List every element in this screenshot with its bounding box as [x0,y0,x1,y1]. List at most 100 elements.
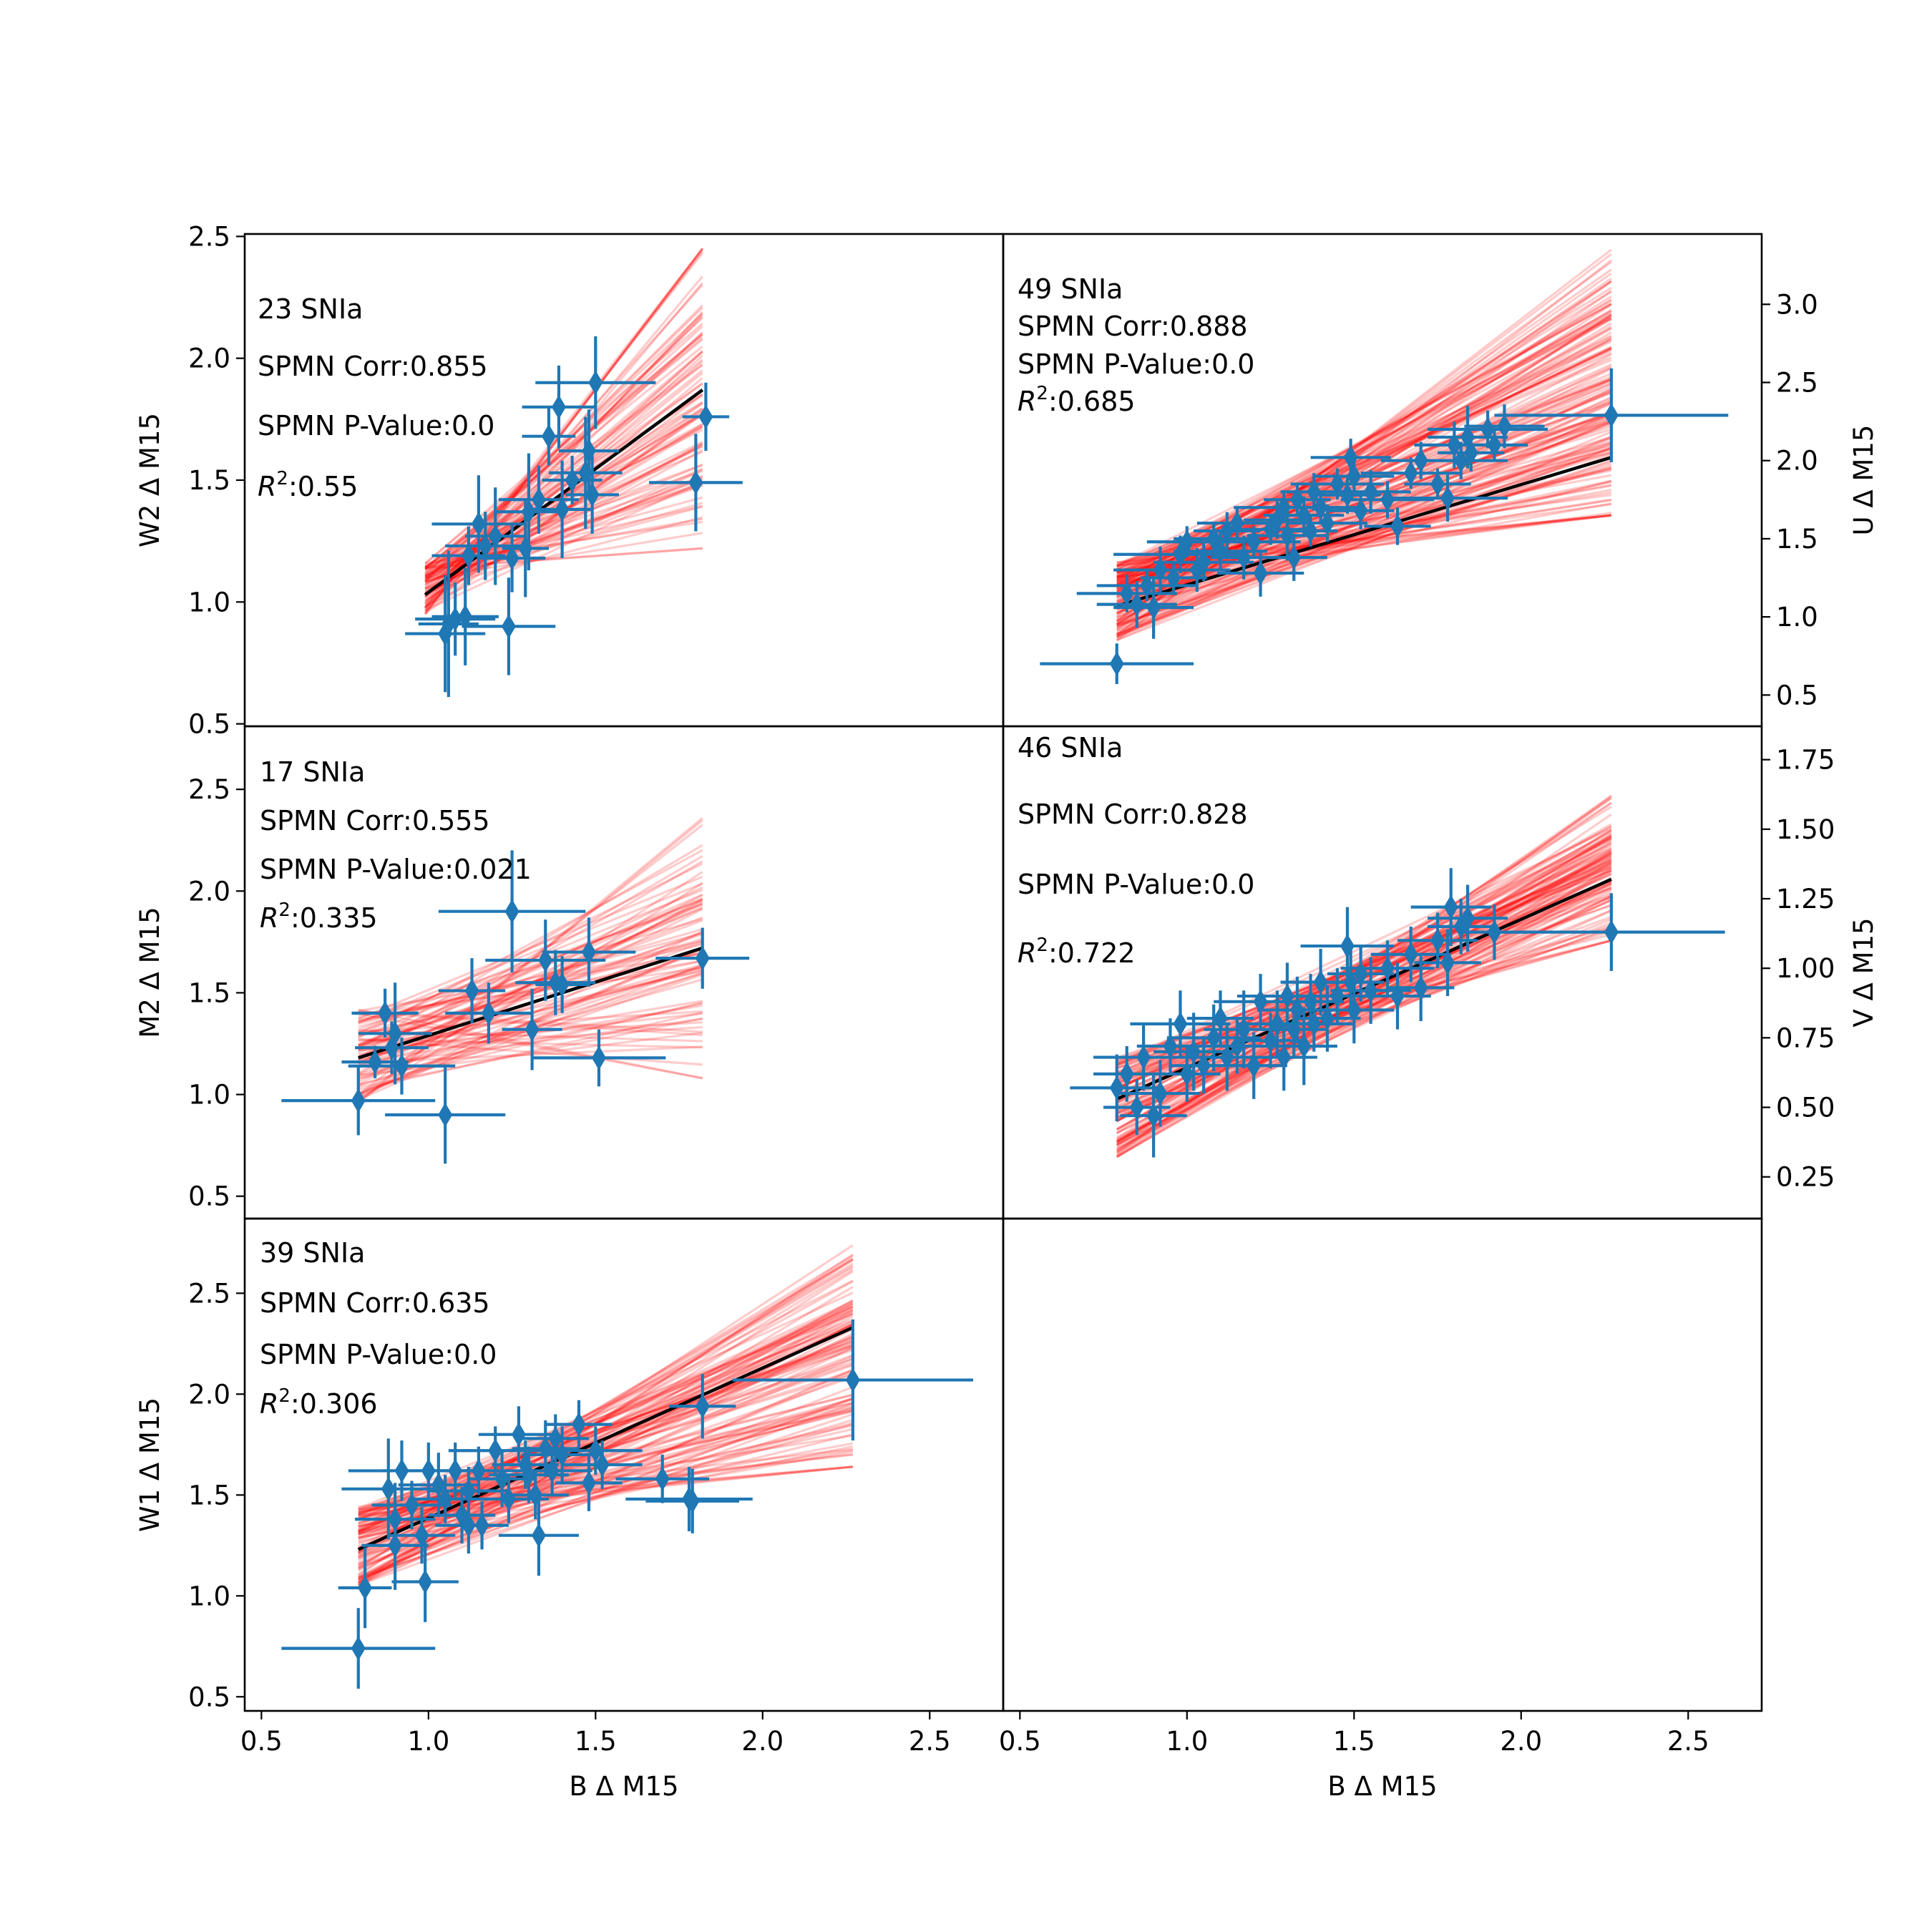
y-tick-label: 1.75 [1776,745,1835,776]
data-point [462,577,556,675]
sample-line [358,1445,854,1548]
sample-line [358,1406,854,1555]
data-point [669,1374,736,1439]
diamond-marker [1253,560,1268,585]
data-point [1404,468,1471,500]
sample-line [1116,514,1612,567]
diamond-marker [461,543,476,568]
data-point [498,465,579,534]
sample-line [358,1409,854,1540]
sample-line [424,346,703,570]
sample-line [1116,840,1612,1158]
sample-line [1116,882,1612,1122]
sample-line [1116,894,1612,1150]
sample-line [1116,401,1612,637]
sample-line [358,1018,703,1068]
data-point [1096,570,1197,602]
sample-line [358,1001,703,1086]
diamond-marker [581,940,596,965]
diamond-marker [1119,1061,1134,1086]
sample-line [1116,313,1612,592]
data-point [682,382,730,452]
diamond-marker [1390,514,1405,539]
y-tick-label: 1.5 [1776,524,1818,555]
sample-line [358,1338,854,1559]
data-point [1314,460,1395,492]
r-squared-label: R2:0.55 [258,468,358,502]
data-point [445,982,532,1044]
sample-line [424,360,703,610]
diamond-marker [525,1017,540,1042]
y-axis-label: V Δ M15 [1848,917,1879,1027]
panel-w2: 0.5 1.0 1.5 2.0 2.5 W2 Δ M15 23 SNIa SPMN Corr:… [135,221,1005,740]
sample-line [358,951,703,1063]
diamond-marker [471,1458,486,1483]
diamond-marker [501,1486,516,1511]
sample-line [424,252,703,608]
axes-frame [1002,1217,1763,1712]
sample-line [1116,401,1612,574]
diamond-marker [1480,417,1496,442]
diamond-marker [1307,479,1322,504]
sample-line [1116,939,1612,1066]
sample-line [424,336,703,569]
data-point [1113,576,1194,639]
y-tick-label: 1.25 [1776,884,1835,914]
sample-line [358,960,703,1021]
sample-line [358,906,703,1065]
sample-line [424,478,703,584]
data-point [1194,512,1261,550]
data-point [1264,496,1345,535]
sample-line [425,547,703,569]
sample-line [1116,436,1612,637]
sample-line [358,1354,854,1539]
sample-line [1116,863,1612,1144]
sample-line [1116,514,1612,567]
diamond-marker [478,533,493,558]
r-exponent: 2 [276,468,288,489]
data-point [1387,954,1455,1022]
r-symbol: R [260,902,278,934]
data-point [1300,907,1395,985]
diamond-marker [1219,518,1234,543]
sample-line [1116,797,1612,1135]
diamond-marker [1289,487,1304,512]
spearman-pvalue: SPMN P-Value:0.0 [1018,869,1254,900]
sample-line [1116,825,1612,1085]
plot-area [1040,248,1729,685]
diamond-marker [1206,1025,1221,1050]
sample-count: 39 SNIa [260,1237,365,1269]
spearman-corr: SPMN Corr:0.828 [1018,799,1248,830]
diamond-marker [1146,1103,1161,1128]
r-exponent: 2 [1036,383,1048,404]
diamond-marker [1196,1053,1211,1078]
data-point [1310,439,1391,477]
diamond-marker [531,487,546,512]
diamond-marker [655,1466,670,1491]
data-point [732,1319,973,1441]
diamond-marker [1447,432,1462,457]
data-point [1250,1023,1317,1091]
diamond-marker [521,499,536,525]
sample-line [357,1266,854,1557]
sample-line [358,1369,854,1586]
sample-line [358,931,703,1058]
y-axis-label: W2 Δ M15 [135,413,165,547]
sample-line [358,1017,703,1089]
diamond-marker [685,1488,700,1513]
diamond-marker [545,1458,560,1483]
diamond-marker [1380,487,1395,512]
diamond-marker [394,1053,409,1078]
diamond-marker [551,394,566,419]
x-tick-label: 2.0 [741,1726,784,1757]
data-point [1464,404,1545,449]
diamond-marker [494,1466,509,1491]
data-point [391,1541,459,1622]
data-point [1387,474,1508,522]
fit-line [357,1326,854,1551]
data-point [465,487,526,585]
data-point [535,956,589,1013]
diamond-marker [588,370,603,395]
sample-line [1116,465,1612,610]
